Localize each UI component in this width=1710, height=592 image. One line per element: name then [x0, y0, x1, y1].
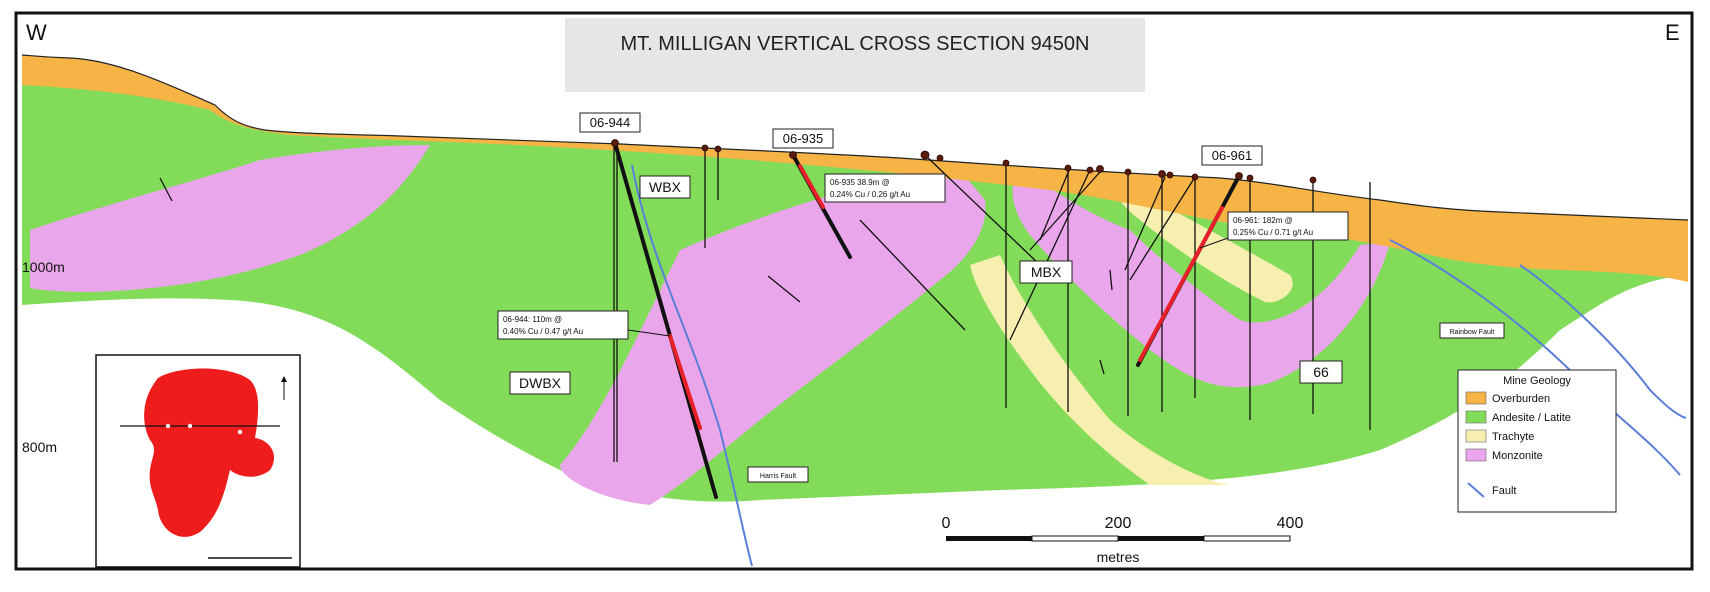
hole-tag-06-944: 06-944	[579, 112, 641, 133]
hole-06-944-trace	[613, 141, 718, 499]
svg-text:WBX: WBX	[649, 179, 682, 195]
legend-swatch-trachyte	[1465, 429, 1487, 443]
svg-text:DWBX: DWBX	[519, 375, 562, 391]
hole-06-944-intercept	[668, 334, 702, 430]
scale-bar: 0 200 400 metres	[942, 515, 1304, 565]
svg-text:Harris Fault: Harris Fault	[760, 473, 796, 480]
hole-tag-06-935: 06-935	[772, 128, 834, 149]
drill-hole-trace	[1039, 167, 1071, 241]
svg-text:66: 66	[1313, 364, 1329, 380]
legend-swatch-overburden	[1465, 391, 1487, 405]
ground-surface-line	[21, 54, 1689, 221]
svg-text:06-961: 182m @: 06-961: 182m @	[1233, 216, 1293, 225]
inset-map	[95, 354, 301, 568]
intercept-06-961: 06-961: 182m @ 0.25% Cu / 0.71 g/t Au	[1199, 211, 1349, 249]
west-label: W	[26, 20, 47, 45]
scale-tick-400: 400	[1277, 515, 1304, 532]
legend-label-andesite: Andesite / Latite	[1492, 412, 1571, 424]
zone-label-66: 66	[1299, 360, 1343, 384]
monzonite-west	[30, 145, 430, 292]
fault-label-harris: Harris Fault	[747, 466, 809, 483]
drill-hole-trace	[1124, 176, 1166, 271]
drill-hole-trace	[1109, 269, 1113, 291]
legend-swatch-fault	[1467, 482, 1485, 498]
svg-text:06-935 38.9m @: 06-935 38.9m @	[830, 178, 890, 187]
legend: Mine Geology Overburden Andesite / Latit…	[1457, 369, 1617, 513]
zone-label-dwbx: DWBX	[509, 371, 571, 395]
inset-deposit-outline	[144, 368, 275, 537]
drill-hole-trace	[1129, 176, 1196, 281]
legend-label-overburden: Overburden	[1492, 393, 1550, 405]
zone-label-mbx: MBX	[1019, 260, 1073, 284]
harris-fault-line	[631, 164, 753, 567]
scale-unit: metres	[1097, 549, 1140, 565]
trachyte-dyke-south	[970, 255, 1230, 485]
fault-label-rainbow: Rainbow Fault	[1439, 322, 1505, 339]
title-panel: MT. MILLIGAN VERTICAL CROSS SECTION 9450…	[565, 18, 1145, 92]
scale-tick-0: 0	[942, 515, 951, 532]
svg-text:0.25% Cu / 0.71 g/t Au: 0.25% Cu / 0.71 g/t Au	[1233, 228, 1313, 237]
svg-text:0.24% Cu / 0.26 g/t Au: 0.24% Cu / 0.26 g/t Au	[830, 190, 910, 199]
elevation-1000m: 1000m	[22, 259, 65, 275]
title-background	[565, 18, 1145, 92]
rainbow-fault-line	[1389, 239, 1681, 476]
elevation-800m: 800m	[22, 439, 57, 455]
svg-text:06-961: 06-961	[1212, 148, 1252, 163]
hole-tag-06-961: 06-961	[1201, 145, 1263, 166]
legend-label-fault: Fault	[1492, 485, 1516, 497]
drill-hole-trace	[859, 219, 966, 331]
hole-06-961-intercept	[1138, 206, 1224, 362]
fault-line-east-2	[1519, 264, 1687, 419]
drill-hole-trace	[159, 177, 173, 202]
east-label: E	[1665, 20, 1680, 45]
section-title: MT. MILLIGAN VERTICAL CROSS SECTION 9450…	[620, 33, 1089, 55]
intercept-06-944: 06-944: 110m @ 0.40% Cu / 0.47 g/t Au	[497, 310, 671, 340]
svg-text:06-944: 110m @: 06-944: 110m @	[503, 315, 562, 324]
scale-tick-200: 200	[1105, 515, 1132, 532]
svg-text:06-935: 06-935	[783, 131, 823, 146]
drill-hole-trace	[1099, 359, 1105, 375]
svg-text:MBX: MBX	[1031, 264, 1062, 280]
svg-text:06-944: 06-944	[590, 115, 630, 130]
drill-holes	[159, 139, 1371, 499]
drill-hole-trace	[767, 275, 801, 303]
zone-label-wbx: WBX	[639, 175, 691, 199]
drill-hole-trace	[924, 154, 1041, 266]
hole-06-935-intercept	[798, 164, 825, 209]
legend-swatch-monzonite	[1465, 448, 1487, 462]
svg-text:0.40% Cu / 0.47 g/t Au: 0.40% Cu / 0.47 g/t Au	[503, 327, 583, 336]
legend-label-trachyte: Trachyte	[1492, 431, 1534, 443]
faults	[631, 164, 1687, 567]
legend-label-monzonite: Monzonite	[1492, 450, 1543, 462]
intercept-06-935: 06-935 38.9m @ 0.24% Cu / 0.26 g/t Au	[824, 173, 946, 203]
drill-hole-trace	[1029, 171, 1101, 251]
legend-swatch-andesite	[1465, 410, 1487, 424]
legend-title: Mine Geology	[1503, 375, 1571, 387]
monzonite-east	[1012, 165, 1390, 388]
geology-section	[21, 16, 1689, 505]
collars	[611, 139, 1317, 184]
monzonite-central	[560, 170, 986, 505]
sky	[22, 16, 1688, 220]
svg-text:Rainbow Fault: Rainbow Fault	[1450, 329, 1495, 336]
